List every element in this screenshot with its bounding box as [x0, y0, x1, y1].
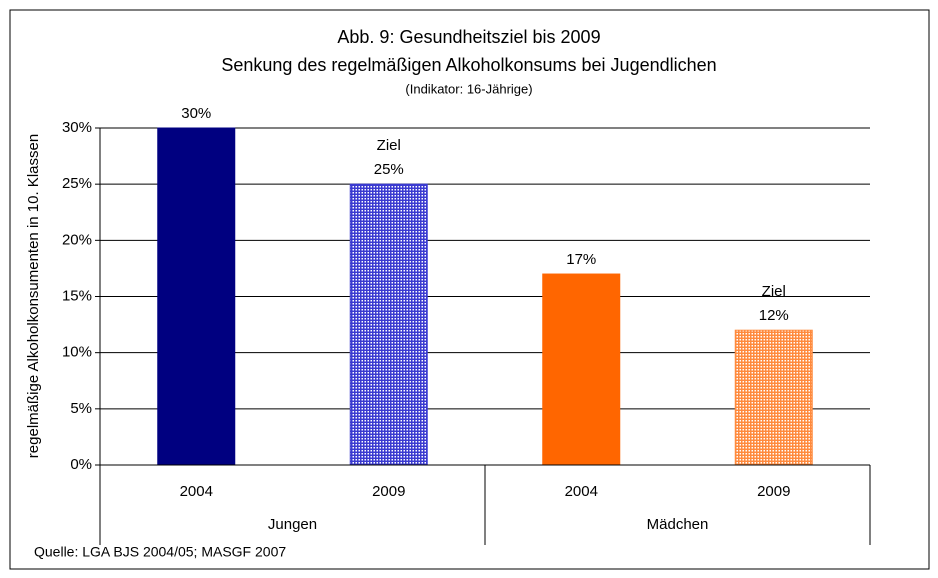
- chart-note: (Indikator: 16-Jährige): [405, 81, 532, 96]
- x-tick-label: 2009: [757, 483, 790, 500]
- x-tick-label: 2004: [565, 483, 598, 500]
- value-label: 12%: [759, 307, 789, 324]
- group-label: Jungen: [268, 516, 317, 533]
- value-label: 30%: [181, 105, 211, 122]
- y-tick-label: 30%: [62, 119, 92, 136]
- bar: [157, 127, 236, 466]
- y-tick-label: 20%: [62, 231, 92, 248]
- y-tick-label: 15%: [62, 287, 92, 304]
- y-tick-label: 5%: [70, 400, 92, 417]
- y-axis-label: regelmäßige Alkoholkonsumenten in 10. Kl…: [25, 134, 42, 458]
- bar: [349, 183, 428, 466]
- chart-subtitle: Senkung des regelmäßigen Alkoholkonsums …: [221, 55, 716, 75]
- x-tick-label: 2004: [180, 483, 213, 500]
- y-tick-label: 10%: [62, 344, 92, 361]
- value-label: 25%: [374, 161, 404, 178]
- annotation: Ziel: [762, 283, 786, 300]
- group-label: Mädchen: [647, 516, 709, 533]
- annotation: Ziel: [377, 137, 401, 154]
- bar: [542, 273, 621, 466]
- x-tick-label: 2009: [372, 483, 405, 500]
- value-label: 17%: [566, 251, 596, 268]
- y-tick-label: 0%: [70, 456, 92, 473]
- y-tick-label: 25%: [62, 175, 92, 192]
- chart-title: Abb. 9: Gesundheitsziel bis 2009: [337, 27, 600, 47]
- bar: [734, 329, 813, 466]
- source: Quelle: LGA BJS 2004/05; MASGF 2007: [34, 544, 286, 560]
